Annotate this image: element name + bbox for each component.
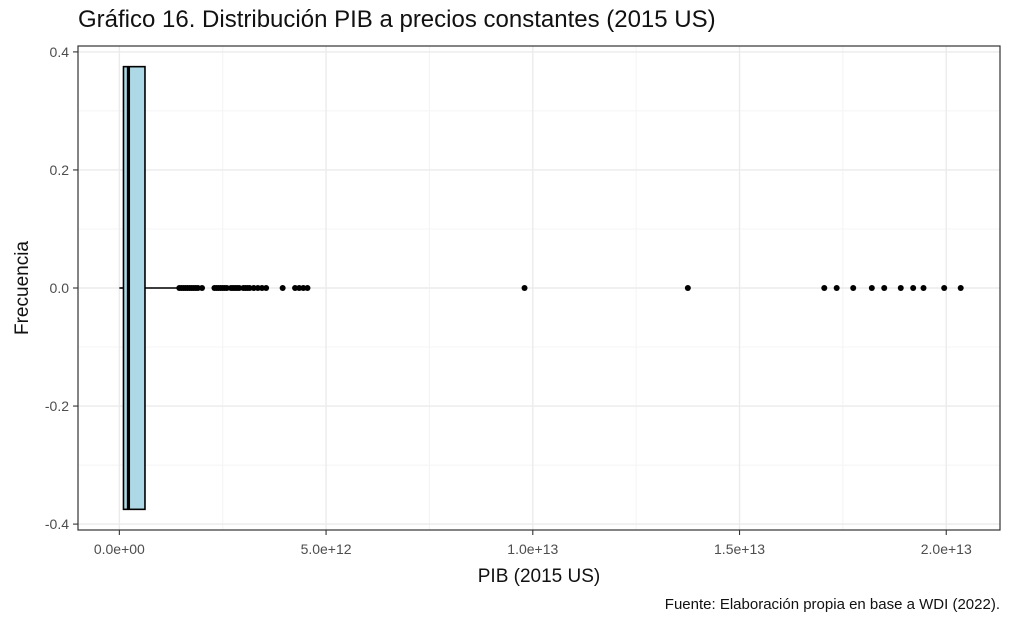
- source-caption: Fuente: Elaboración propia en base a WDI…: [664, 596, 1000, 613]
- y-tick-label: 0.0: [50, 280, 70, 296]
- box-iqr: [122, 65, 146, 511]
- y-tick-label: -0.2: [45, 398, 69, 414]
- outlier-point: [897, 285, 904, 291]
- outlier-point: [246, 285, 253, 291]
- outlier-point: [236, 285, 243, 291]
- outlier-point: [258, 285, 265, 291]
- x-tick-label: 0.0e+00: [94, 541, 145, 557]
- outlier-point: [194, 285, 201, 291]
- boxplot-box: [119, 65, 180, 511]
- x-axis-ticks: 0.0e+00 5.0e+12 1.0e+13 1.5e+13 2.0e+13: [94, 530, 972, 557]
- outlier-point: [684, 285, 691, 291]
- outlier-point: [941, 285, 948, 291]
- outlier-point: [850, 285, 857, 291]
- outlier-point: [821, 285, 828, 291]
- outlier-point: [910, 285, 917, 291]
- outlier-point: [296, 285, 303, 291]
- y-axis-title: Frecuencia: [12, 241, 33, 335]
- outlier-point: [868, 285, 875, 291]
- outlier-point: [292, 285, 299, 291]
- outlier-point: [833, 285, 840, 291]
- outlier-point: [250, 285, 257, 291]
- outlier-point: [300, 285, 307, 291]
- outlier-point: [881, 285, 888, 291]
- y-tick-label: 0.4: [50, 44, 70, 60]
- outlier-points: [176, 285, 964, 291]
- outlier-point: [279, 285, 286, 291]
- x-tick-label: 5.0e+12: [301, 541, 352, 557]
- outlier-point: [957, 285, 964, 291]
- x-tick-label: 1.5e+13: [714, 541, 765, 557]
- x-axis-title: PIB (2015 US): [478, 566, 601, 587]
- chart-title: Gráfico 16. Distribución PIB a precios c…: [78, 6, 716, 33]
- outlier-point: [199, 285, 206, 291]
- outlier-point: [263, 285, 270, 291]
- outlier-point: [521, 285, 528, 291]
- y-tick-label: -0.4: [45, 516, 69, 532]
- y-tick-label: 0.2: [50, 162, 70, 178]
- outlier-point: [920, 285, 927, 291]
- outlier-point: [223, 285, 230, 291]
- outlier-point: [254, 285, 261, 291]
- x-tick-label: 2.0e+13: [921, 541, 972, 557]
- x-tick-label: 1.0e+13: [507, 541, 558, 557]
- outlier-point: [304, 285, 311, 291]
- y-axis-ticks: 0.4 0.2 0.0 -0.2 -0.4: [45, 44, 78, 532]
